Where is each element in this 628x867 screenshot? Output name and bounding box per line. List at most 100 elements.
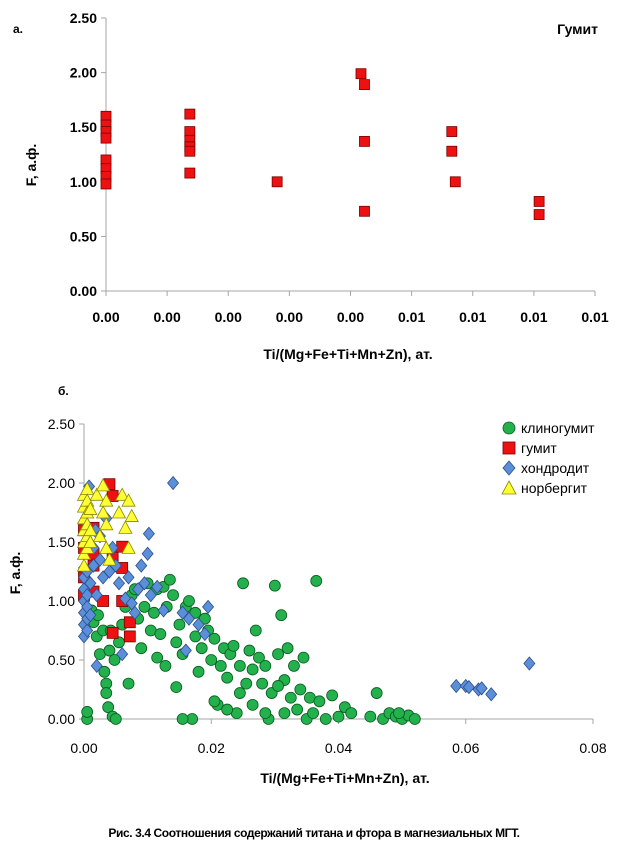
chart-b-point-норбергит [118, 520, 133, 534]
chart-b-point-хондродит [523, 656, 536, 671]
chart-b: Ti/(Mg+Fe+Ti+Mn+Zn), ат. F, а.ф. 0.00 0.5… [7, 416, 607, 786]
chart-b-point-клиногумит [332, 710, 345, 723]
chart-b-point-хондродит [198, 626, 211, 642]
chart-b-point-клиногумит [259, 707, 272, 720]
chart-b-point-хондродит [485, 687, 498, 702]
chart-b-point-хондродит [128, 605, 141, 620]
chart-a-x-tick-label: 0.01 [459, 309, 486, 325]
chart-b-point-клиногумит [393, 707, 405, 720]
chart-b-point-клиногумит [221, 671, 234, 684]
chart-b-point-клиногумит [98, 665, 111, 678]
chart-a-point-square [184, 145, 196, 157]
chart-b-y-tick-label: 0.00 [48, 711, 75, 727]
chart-b-x-tick-label: 0.04 [325, 740, 352, 756]
chart-b-point-хондродит [144, 587, 157, 603]
chart-a-point-square [359, 79, 370, 91]
chart-b-point-клиногумит [151, 651, 164, 664]
chart-b-legend: клиногумит гумит хондродит норбергит [501, 420, 595, 496]
chart-a-x-tick-label: 0.00 [215, 309, 242, 325]
chart-b-point-норбергит [115, 487, 130, 501]
chart-b-point-хондродит [141, 546, 154, 561]
chart-a-point-square [533, 209, 545, 220]
chart-a-x-tick-label: 0.01 [398, 309, 425, 325]
legend-label: норбергит [521, 480, 588, 496]
chart-b-point-хондродит [90, 658, 103, 674]
chart-b-point-норбергит [121, 540, 136, 554]
chart-b-point-клиногумит [319, 713, 332, 725]
legend-label: клиногумит [521, 420, 595, 436]
chart-b-point-хондродит [179, 643, 192, 658]
chart-b-point-клиногумит [227, 639, 240, 652]
chart-b-point-клиногумит [102, 701, 115, 714]
chart-a-y-tick-label: 1.00 [70, 174, 97, 190]
chart-b-point-клиногумит [268, 579, 281, 592]
chart-b-point-хондродит [90, 587, 103, 603]
chart-b-point-клиногумит [281, 642, 294, 655]
chart-a-x-tick-label: 0.01 [581, 309, 608, 325]
chart-b-y-tick-label: 1.50 [48, 534, 75, 550]
chart-b-x-tick-label: 0.06 [452, 740, 479, 756]
chart-a-point-square [359, 135, 370, 147]
chart-b-point-клиногумит [364, 710, 377, 723]
chart-a-title: Гумит [557, 21, 598, 37]
chart-b-point-норбергит [111, 505, 127, 519]
chart-b-point-клиногумит [233, 659, 246, 672]
chart-b-point-клиногумит [100, 687, 113, 699]
chart-b-point-клиногумит [243, 644, 256, 657]
chart-b-point-клиногумит [326, 689, 339, 702]
chart-b-point-клиногумит [408, 713, 421, 725]
chart-a: Гумит Ti/(Mg+Fe+Ti+Mn+Zn), ат. F, а.ф. 0… [23, 10, 609, 362]
chart-b-point-гумит [123, 616, 136, 629]
panel-b-label: б. [58, 384, 69, 398]
chart-b-point-норбергит [89, 487, 104, 501]
chart-b-point-клиногумит [173, 618, 186, 631]
chart-b-point-норбергит [83, 501, 98, 515]
chart-b-point-хондродит [81, 587, 94, 603]
chart-b-point-хондродит [157, 603, 170, 618]
chart-a-point-square [355, 68, 367, 80]
chart-a-point-square [184, 108, 196, 120]
chart-b-point-норбергит [92, 528, 108, 543]
chart-b-point-клиногумит [192, 665, 205, 678]
chart-b-point-клиногумит [278, 707, 291, 720]
chart-a-y-tick-label: 2.00 [70, 65, 97, 81]
chart-b-y-axis-title: F, а.ф. [7, 552, 23, 595]
chart-b-point-клиногумит [167, 589, 179, 602]
chart-b-point-норбергит [124, 508, 139, 522]
chart-b-point-клиногумит [135, 642, 148, 655]
chart-a-x-tick-label: 0.00 [276, 309, 303, 325]
chart-b-x-tick-label: 0.08 [579, 740, 606, 756]
chart-b-point-клиногумит [249, 624, 262, 637]
chart-b-point-клиногумит [272, 680, 284, 692]
chart-b-point-клиногумит [170, 636, 183, 649]
chart-a-x-tick-label: 0.00 [154, 309, 181, 325]
chart-b-point-клиногумит [195, 642, 208, 655]
chart-b-point-норбергит [95, 478, 111, 492]
chart-b-point-клиногумит [208, 632, 221, 645]
chart-a-y-tick-label: 2.50 [70, 10, 97, 26]
chart-b-x-axis-title: Ti/(Mg+Fe+Ti+Mn+Zn), ат. [260, 770, 429, 786]
chart-b-y-tick-label: 0.50 [48, 652, 75, 668]
chart-b-point-клиногумит [313, 695, 326, 708]
chart-b-point-клиногумит [205, 654, 218, 666]
chart-b-point-клиногумит [109, 713, 122, 725]
chart-b-point-клиногумит [294, 683, 307, 696]
chart-b-point-хондродит [202, 599, 215, 615]
chart-b-point-клиногумит [345, 707, 358, 720]
chart-b-y-tick-label: 2.00 [48, 475, 75, 491]
chart-b-point-норбергит [99, 540, 114, 554]
chart-a-x-axis-title: Ti/(Mg+Fe+Ti+Mn+Zn), ат. [263, 346, 432, 362]
chart-b-point-клиногумит [307, 707, 319, 720]
chart-b-point-клиногумит [170, 681, 183, 694]
chart-b-point-клиногумит [253, 651, 265, 664]
chart-b-point-клиногумит [288, 659, 300, 672]
chart-b-point-хондродит [116, 646, 129, 662]
chart-a-point-square [533, 196, 545, 207]
chart-a-point-square [449, 176, 461, 188]
chart-b-point-гумит [106, 626, 119, 639]
chart-b-point-клиногумит [122, 677, 135, 690]
legend-marker-хондродит [502, 460, 516, 476]
chart-a-point-square [100, 178, 112, 190]
chart-b-point-клиногумит [154, 628, 167, 640]
chart-b-x-tick-label: 0.02 [198, 740, 225, 756]
